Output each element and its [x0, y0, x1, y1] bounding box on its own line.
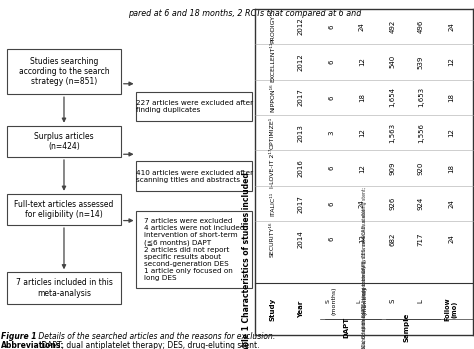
- Text: 492: 492: [389, 20, 395, 33]
- Bar: [136, 161, 252, 191]
- Text: DAPT: DAPT: [344, 316, 350, 337]
- Text: 496: 496: [418, 20, 424, 33]
- Text: DAPT, dual antiplatelet therapy; DES, drug-eluting stent.: DAPT, dual antiplatelet therapy; DES, dr…: [39, 341, 260, 349]
- Text: 1,556: 1,556: [418, 123, 424, 143]
- Text: 540: 540: [389, 55, 395, 68]
- Text: 682: 682: [389, 232, 395, 246]
- Text: 410 articles were excluded after
scanning titles and abstracts: 410 articles were excluded after scannin…: [136, 170, 253, 183]
- Text: 24: 24: [448, 199, 454, 208]
- Text: 6: 6: [328, 60, 334, 64]
- Text: 926: 926: [389, 197, 395, 210]
- Text: 2012: 2012: [298, 17, 304, 35]
- Text: S
(months): S (months): [326, 287, 337, 315]
- Text: 1,563: 1,563: [389, 122, 395, 143]
- Text: 18: 18: [448, 93, 454, 102]
- Text: 12: 12: [359, 164, 365, 173]
- Text: I-LOVE-IT 2¹⁷: I-LOVE-IT 2¹⁷: [270, 148, 275, 188]
- Text: 24: 24: [448, 235, 454, 243]
- Text: pared at 6 and 18 months, 2 RCTs that compared at 6 and: pared at 6 and 18 months, 2 RCTs that co…: [128, 9, 361, 18]
- Text: 227 articles were excluded after
finding duplicates: 227 articles were excluded after finding…: [136, 100, 253, 113]
- Text: 12: 12: [448, 58, 454, 66]
- Text: Figure 1: Figure 1: [1, 332, 36, 341]
- Bar: [7, 194, 121, 225]
- Text: 2016: 2016: [298, 159, 304, 177]
- Text: 920: 920: [418, 162, 424, 175]
- Text: 6: 6: [328, 95, 334, 99]
- Text: CLO, clopidogrel; TIC, ticagrelor; PRA, prasugrel; TICL, ticlopidine; ACS, acute: CLO, clopidogrel; TIC, ticagrelor; PRA, …: [362, 208, 366, 349]
- Text: 2017: 2017: [298, 88, 304, 106]
- Text: Details of the searched articles and the reasons for exclusion.: Details of the searched articles and the…: [36, 332, 275, 341]
- Text: L: L: [418, 299, 424, 303]
- Text: 2013: 2013: [298, 124, 304, 142]
- Text: Year: Year: [298, 300, 304, 318]
- Text: Abbreviations: DAPT, dual antiplatelet therapy; S, short-term DAPT; L, long-term: Abbreviations: DAPT, dual antiplatelet t…: [362, 186, 366, 349]
- Text: 2012: 2012: [298, 53, 304, 71]
- Text: 6: 6: [328, 201, 334, 206]
- Text: L
(months): L (months): [356, 287, 367, 315]
- Text: 6: 6: [328, 237, 334, 241]
- Text: 924: 924: [418, 197, 424, 210]
- Text: 1,653: 1,653: [418, 87, 424, 107]
- Text: Study: Study: [269, 297, 275, 321]
- Text: PRODIGY¹⁶: PRODIGY¹⁶: [270, 10, 275, 43]
- Text: 12: 12: [359, 235, 365, 244]
- Text: 12: 12: [448, 128, 454, 137]
- Text: Studies searching
according to the search
strategy (n=851): Studies searching according to the searc…: [18, 57, 109, 87]
- Text: 1,654: 1,654: [389, 87, 395, 107]
- Text: 3: 3: [328, 131, 334, 135]
- Text: 18: 18: [448, 164, 454, 173]
- Text: 6: 6: [328, 166, 334, 170]
- Text: Abbreviations:: Abbreviations:: [1, 341, 64, 349]
- Text: OPTIMIZE¹: OPTIMIZE¹: [270, 117, 275, 149]
- Text: Surplus articles
(n=424): Surplus articles (n=424): [34, 132, 94, 151]
- Text: 18: 18: [359, 93, 365, 102]
- Text: 539: 539: [418, 55, 424, 68]
- Text: S: S: [389, 299, 395, 303]
- Text: 24: 24: [359, 199, 365, 208]
- Text: 7 articles included in this
meta-analysis: 7 articles included in this meta-analysi…: [16, 278, 112, 298]
- Text: Table 1 Characteristics of studies included: Table 1 Characteristics of studies inclu…: [242, 172, 251, 349]
- Text: EXCELLENT¹¹: EXCELLENT¹¹: [270, 42, 275, 82]
- Text: ITALIC¹¹: ITALIC¹¹: [270, 192, 275, 216]
- Text: 7 articles were excluded
4 articles were not included
intervention of short-term: 7 articles were excluded 4 articles were…: [144, 218, 245, 281]
- Text: 717: 717: [418, 232, 424, 246]
- Bar: [7, 272, 121, 304]
- Text: 24: 24: [359, 22, 365, 31]
- Text: 2014: 2014: [298, 230, 304, 248]
- Text: coronary artery disease; F, female; stroke; G, all bleeding; H, major bleeding.: coronary artery disease; F, female; stro…: [362, 259, 366, 349]
- Text: NIPPON¹⁶: NIPPON¹⁶: [270, 83, 275, 112]
- Text: 12: 12: [359, 128, 365, 137]
- Text: 12: 12: [359, 58, 365, 66]
- Text: Sample: Sample: [403, 312, 410, 342]
- Bar: [7, 49, 121, 94]
- Text: 6: 6: [328, 24, 334, 29]
- Bar: [136, 92, 252, 121]
- Bar: [7, 126, 121, 157]
- Text: 2017: 2017: [298, 195, 304, 213]
- Text: 24: 24: [448, 22, 454, 31]
- Text: Full-text articles assessed
for eligibility (n=14): Full-text articles assessed for eligibil…: [14, 200, 114, 219]
- Bar: [136, 211, 252, 288]
- Text: Follow
(mo): Follow (mo): [445, 297, 458, 321]
- Text: SECURITY¹⁶: SECURITY¹⁶: [270, 221, 275, 257]
- Text: 909: 909: [389, 161, 395, 175]
